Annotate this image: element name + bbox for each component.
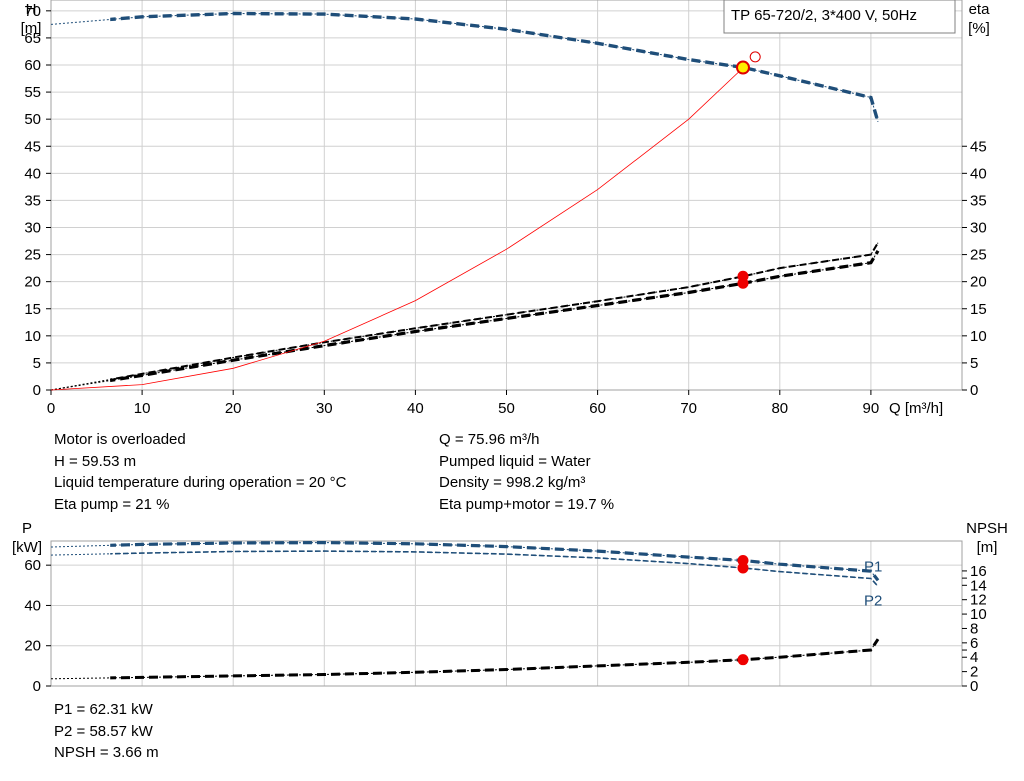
y2-axis-label: NPSH: [966, 520, 1008, 537]
y2-tick-label: 16: [970, 563, 987, 580]
x-tick-label: 50: [498, 400, 515, 417]
y-tick-label: 65: [24, 30, 41, 47]
operating-point-npsh: [737, 654, 749, 666]
y-tick-label: 5: [33, 355, 41, 372]
y-tick-label: 60: [24, 557, 41, 574]
y2-tick-label: 30: [970, 220, 987, 237]
y-axis-label: P: [22, 520, 32, 537]
y-axis-label: [m]: [21, 20, 42, 37]
chart-title: TP 65-720/2, 3*400 V, 50Hz: [731, 7, 917, 24]
liquid-temperature: Liquid temperature during operation = 20…: [54, 474, 347, 491]
title-box: [723, 0, 956, 34]
info-bottom: P1 = 62.31 kW P2 = 58.57 kW NPSH = 3.66 …: [54, 699, 159, 764]
y2-tick-label: 6: [970, 635, 978, 652]
y-tick-label: 35: [24, 192, 41, 209]
motor-status: Motor is overloaded: [54, 431, 186, 448]
y2-axis-label: [%]: [968, 20, 990, 37]
x-tick-label: 70: [680, 400, 697, 417]
y-tick-label: 20: [24, 638, 41, 655]
y-tick-label: 0: [33, 678, 41, 695]
y2-tick-label: 40: [970, 165, 987, 182]
y-tick-label: 50: [24, 111, 41, 128]
y2-tick-label: 12: [970, 592, 987, 609]
series-extrapolation: [50, 550, 879, 587]
y-tick-label: 45: [24, 138, 41, 155]
x-tick-label: 80: [771, 400, 788, 417]
y-tick-label: 40: [24, 597, 41, 614]
p2-value: P2 = 58.57 kW: [54, 722, 153, 740]
y2-tick-label: 45: [970, 138, 987, 155]
series-p1: [110, 540, 880, 582]
head-value: H = 59.53 m: [54, 452, 137, 470]
y-tick-label: 70: [24, 3, 41, 20]
x-tick-label: 90: [863, 400, 880, 417]
info-left: Motor is overloaded H = 59.53 m Liquid t…: [54, 429, 346, 515]
y-axis-label: [kW]: [12, 539, 42, 556]
operating-point-p2: [737, 562, 749, 574]
y-axis-label: H: [26, 1, 37, 18]
y-tick-label: 0: [33, 382, 41, 399]
y2-axis-label: eta: [969, 1, 991, 18]
series-label-p1: P1: [864, 558, 882, 575]
series-h: [110, 11, 880, 123]
x-tick-label: 40: [407, 400, 424, 417]
density-value: Density = 998.2 kg/m³: [439, 474, 586, 491]
p1-value: P1 = 62.31 kW: [54, 701, 153, 718]
x-axis-label: Q [m³/h]: [889, 400, 943, 417]
series-eta-pump: [110, 242, 879, 381]
plot-frame: [50, 540, 963, 687]
operating-point-p1: [737, 555, 749, 567]
y-tick-label: 55: [24, 84, 41, 101]
operating-point-eta-pump-motor: [737, 277, 749, 289]
operating-point-head: [735, 60, 750, 75]
y2-tick-label: 25: [970, 247, 987, 264]
y2-tick-label: 10: [970, 606, 987, 623]
y2-tick-label: 20: [970, 274, 987, 291]
y2-axis-label: [m]: [977, 539, 998, 556]
y-tick-label: 15: [24, 301, 41, 318]
flow-value: Q = 75.96 m³/h: [439, 431, 540, 448]
y2-tick-label: 4: [970, 649, 978, 666]
pumped-liquid: Pumped liquid = Water: [439, 452, 591, 470]
requested-duty-point: [749, 51, 761, 63]
y-tick-label: 20: [24, 274, 41, 291]
y2-tick-label: 8: [970, 620, 978, 637]
y2-tick-label: 15: [970, 301, 987, 318]
y-tick-label: 60: [24, 57, 41, 74]
y2-tick-label: 35: [970, 192, 987, 209]
x-tick-label: 0: [47, 400, 55, 417]
y-tick-label: 25: [24, 247, 41, 264]
x-tick-label: 30: [316, 400, 333, 417]
series-system-curve: [50, 67, 744, 391]
eta-pump-motor-value: Eta pump+motor = 19.7 %: [439, 495, 615, 513]
y2-tick-label: 10: [970, 328, 987, 345]
y-tick-label: 40: [24, 165, 41, 182]
y2-tick-label: 0: [970, 678, 978, 695]
info-right: Q = 75.96 m³/h Pumped liquid = Water Den…: [439, 429, 614, 515]
y2-tick-label: 5: [970, 355, 978, 372]
head-efficiency-plot: 0 5 10 15 20 25 30 35 40 45 50 55 60 65 70 0 5 10 15 20 25 30…: [21, 0, 991, 417]
x-tick-label: 60: [589, 400, 606, 417]
x-tick-label: 20: [225, 400, 242, 417]
y2-tick-label: 0: [970, 382, 978, 399]
series-eta-pump-motor: [110, 249, 880, 383]
y2-tick-label: 14: [970, 577, 987, 594]
y-tick-label: 10: [24, 328, 41, 345]
series-label-p2: P2: [864, 592, 882, 609]
x-tick-label: 10: [134, 400, 151, 417]
series-npsh: [110, 638, 880, 680]
y2-tick-label: 2: [970, 664, 978, 681]
series-p2: [110, 550, 879, 587]
eta-pump-value: Eta pump = 21 %: [54, 495, 170, 513]
npsh-value: NPSH = 3.66 m: [54, 744, 159, 761]
y-tick-label: 30: [24, 220, 41, 237]
